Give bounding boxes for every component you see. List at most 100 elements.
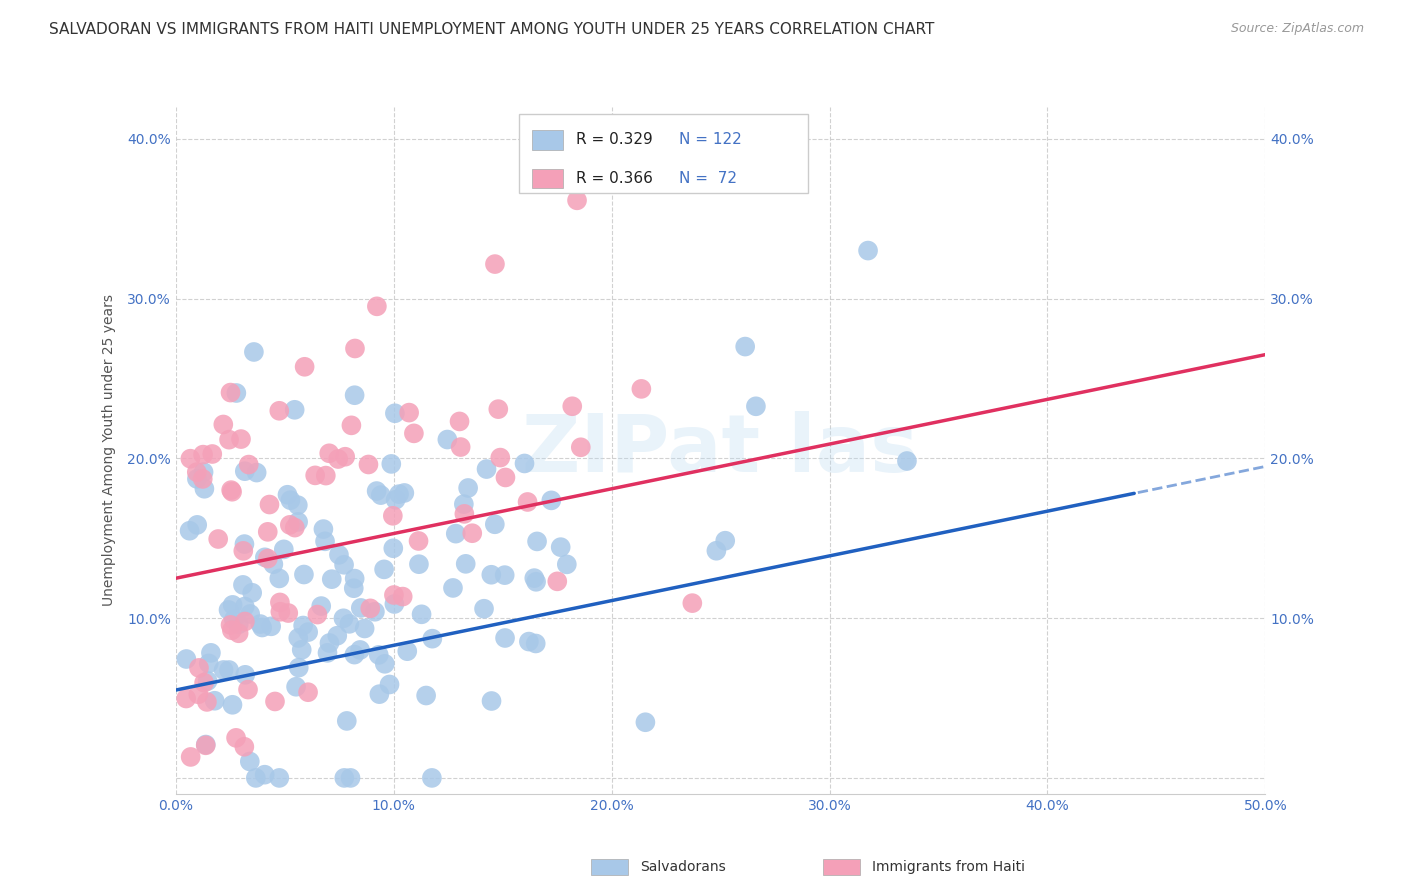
Point <box>373 562 395 576</box>
Text: Salvadorans: Salvadorans <box>640 860 725 874</box>
Point <box>257 551 280 566</box>
Point <box>280 493 302 508</box>
Point <box>457 481 479 495</box>
Point <box>681 596 703 610</box>
Point <box>550 540 572 554</box>
Point <box>364 605 387 619</box>
Point <box>420 632 443 646</box>
Point <box>287 660 309 674</box>
Text: R = 0.366: R = 0.366 <box>575 171 652 186</box>
Point <box>714 533 737 548</box>
Point <box>294 359 316 374</box>
Point <box>232 544 254 558</box>
Point <box>382 541 405 556</box>
Bar <box>531 169 562 188</box>
Point <box>228 626 250 640</box>
Point <box>218 433 240 447</box>
Point <box>269 595 291 609</box>
Point <box>321 572 343 586</box>
Point <box>186 472 208 486</box>
Point <box>337 616 360 631</box>
Point <box>353 622 375 636</box>
Point <box>292 618 315 632</box>
Point <box>328 548 350 562</box>
Point <box>444 526 467 541</box>
Point <box>186 465 208 479</box>
Point <box>569 440 592 454</box>
Point <box>287 498 309 512</box>
Point <box>246 466 269 480</box>
Point <box>391 590 413 604</box>
Point <box>333 558 356 572</box>
Point <box>384 597 406 611</box>
Point <box>197 673 219 688</box>
Point <box>332 611 354 625</box>
Point <box>734 340 756 354</box>
Point <box>517 634 540 648</box>
Point <box>484 257 506 271</box>
Point <box>343 342 366 356</box>
Point <box>284 402 307 417</box>
Point <box>415 689 437 703</box>
Point <box>540 493 562 508</box>
Point <box>221 624 243 638</box>
Point <box>314 534 336 549</box>
Point <box>357 458 380 472</box>
Point <box>494 568 516 582</box>
Point <box>260 619 283 633</box>
Point <box>318 446 340 460</box>
Point <box>555 558 578 572</box>
Point <box>239 607 262 621</box>
Point <box>494 631 516 645</box>
Point <box>706 543 728 558</box>
Point <box>273 542 295 557</box>
Point <box>240 586 263 600</box>
Point <box>380 457 402 471</box>
Point <box>343 388 366 402</box>
Point <box>350 601 373 615</box>
Point <box>219 483 242 497</box>
Point <box>191 472 214 486</box>
Point <box>388 487 411 501</box>
Point <box>212 663 235 677</box>
Point <box>194 738 217 752</box>
Point <box>634 715 657 730</box>
Point <box>630 382 652 396</box>
Bar <box>519 114 808 193</box>
Point <box>461 526 484 541</box>
Point <box>454 557 477 571</box>
Text: R = 0.329: R = 0.329 <box>575 133 652 147</box>
Point <box>253 767 276 781</box>
Point <box>408 533 430 548</box>
Text: SALVADORAN VS IMMIGRANTS FROM HAITI UNEMPLOYMENT AMONG YOUTH UNDER 25 YEARS CORR: SALVADORAN VS IMMIGRANTS FROM HAITI UNEM… <box>49 22 935 37</box>
Point <box>340 418 363 433</box>
Point <box>262 558 284 572</box>
Point <box>269 605 291 619</box>
Point <box>236 682 259 697</box>
Point <box>233 615 256 629</box>
Point <box>221 598 243 612</box>
Point <box>269 771 291 785</box>
Point <box>453 497 475 511</box>
Point <box>384 492 406 507</box>
Point <box>309 599 332 613</box>
Point <box>245 771 267 785</box>
Point <box>366 299 388 313</box>
Text: ZIPat las: ZIPat las <box>523 411 918 490</box>
Point <box>359 601 381 615</box>
Point <box>384 406 406 420</box>
Point <box>343 648 366 662</box>
Point <box>481 694 503 708</box>
Point <box>233 668 256 682</box>
Bar <box>531 130 562 150</box>
Point <box>382 588 405 602</box>
Point <box>277 606 299 620</box>
Point <box>370 488 392 502</box>
Point <box>326 629 349 643</box>
Text: N =  72: N = 72 <box>679 171 737 186</box>
Point <box>565 194 588 208</box>
Point <box>207 532 229 546</box>
Point <box>186 517 208 532</box>
Point <box>378 677 401 691</box>
Point <box>304 468 326 483</box>
